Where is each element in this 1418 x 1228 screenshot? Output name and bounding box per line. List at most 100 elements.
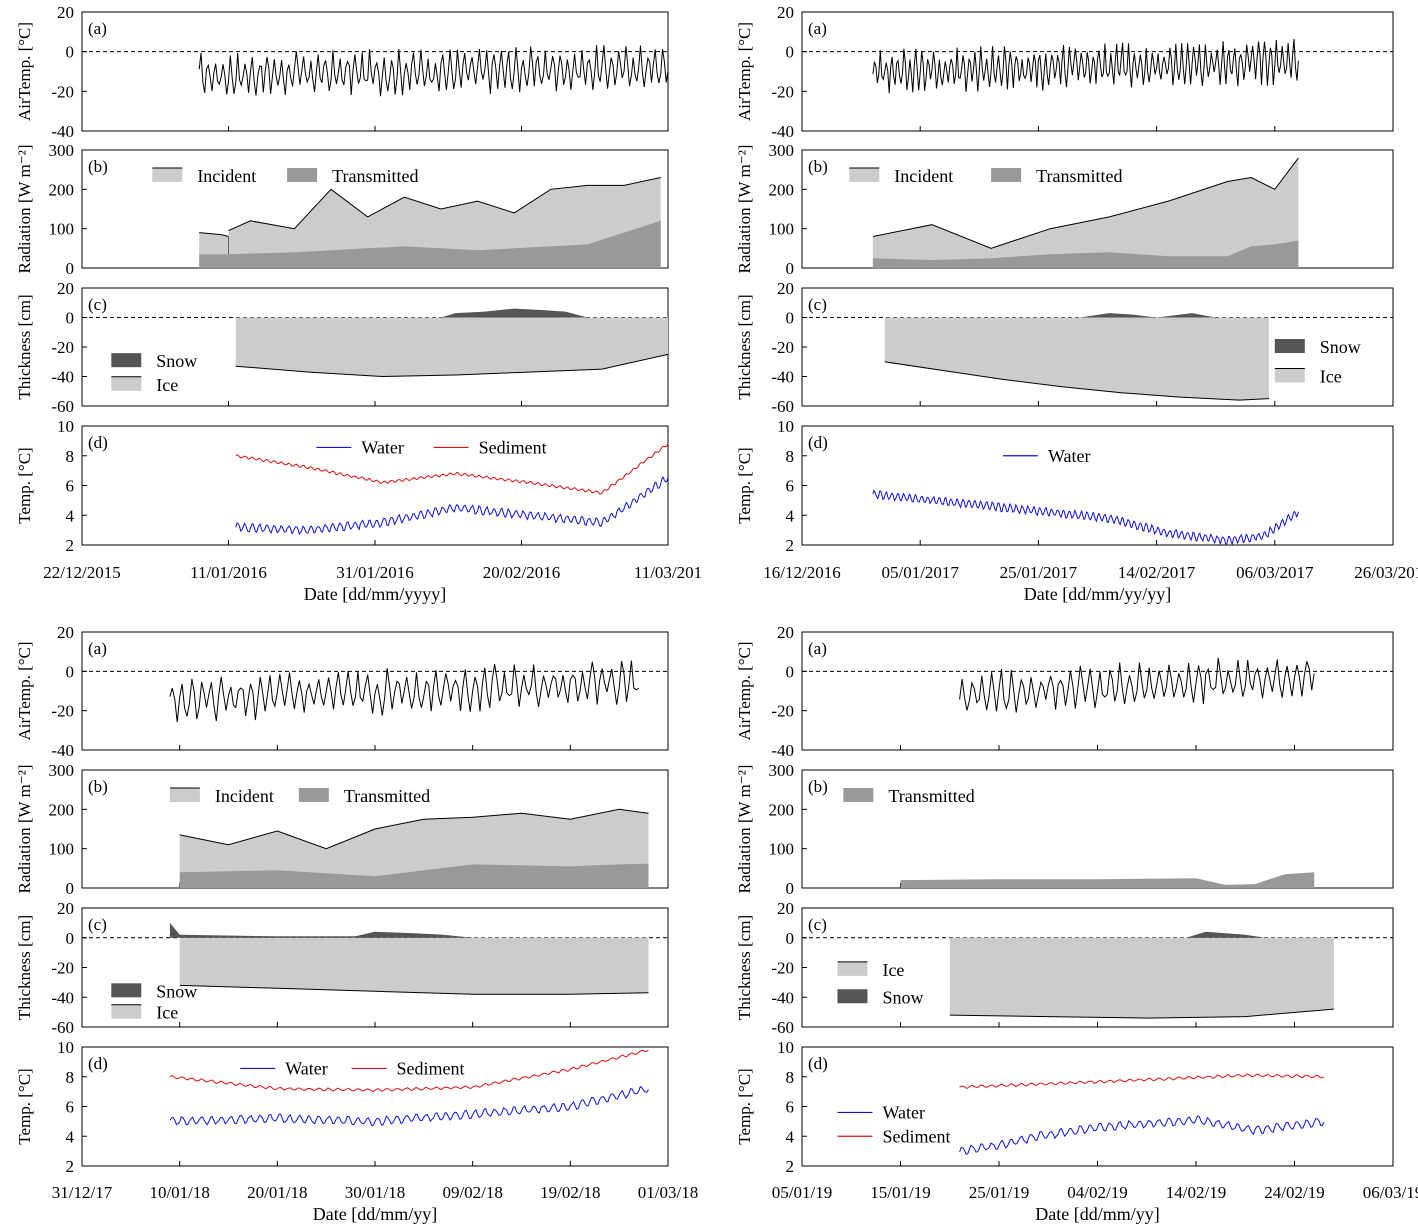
legend-item-incident: Incident <box>152 166 256 186</box>
y-tick-label: 0 <box>786 662 795 681</box>
x-axis-label: Date [dd/mm/yy/yy] <box>1024 584 1171 604</box>
y-tick-label: 300 <box>769 761 795 780</box>
y-tick-label: 20 <box>57 899 74 918</box>
legend-label: Water <box>1048 446 1091 466</box>
panel-tag: (a) <box>88 639 107 658</box>
legend-item-water: Water <box>316 437 404 457</box>
legend-swatch <box>849 167 880 182</box>
panel-tag: (b) <box>88 157 108 176</box>
y-tick-label: 8 <box>66 1068 75 1087</box>
panel-tag: (c) <box>88 295 107 314</box>
y-axis-label: Temp. [°C] <box>15 447 34 523</box>
legend-item-snow: Snow <box>1274 337 1361 357</box>
legend-label: Sediment <box>397 1058 465 1078</box>
y-tick-label: 20 <box>777 279 794 298</box>
y-tick-label: 0 <box>786 309 795 328</box>
y-tick-label: 2 <box>786 1157 795 1176</box>
y-axis-label: AirTemp. [°C] <box>15 22 34 121</box>
x-tick-label: 31/12/17 <box>52 1183 113 1202</box>
edge-incident <box>228 177 661 232</box>
panel-d: 10 8 6 4 2 Temp. [°C] (d) Water <box>735 417 1394 555</box>
legend-label: Transmitted <box>1036 166 1122 186</box>
y-tick-label: 6 <box>66 477 75 496</box>
legend-item-snow: Snow <box>111 981 197 1001</box>
y-tick-label: 0 <box>66 43 75 62</box>
y-tick-label: 20 <box>57 3 74 22</box>
legend-label: Water <box>361 437 404 457</box>
legend-label: Snow <box>1320 337 1361 357</box>
legend-item-ice: Ice <box>837 960 904 980</box>
x-tick-label: 31/01/2016 <box>336 563 413 582</box>
x-tick-label: 16/12/2016 <box>763 563 840 582</box>
y-tick-label: 10 <box>777 1038 794 1057</box>
plot-frame <box>801 11 1394 132</box>
legend-item-sediment: Sediment <box>351 1058 465 1078</box>
legend-swatch <box>111 353 142 368</box>
legend-item-water: Water <box>1002 446 1091 466</box>
y-tick-label: 20 <box>57 623 74 642</box>
edge-incident <box>872 157 1299 249</box>
legend-swatch <box>837 961 868 976</box>
panel-tag: (a) <box>808 19 827 38</box>
x-tick-label: 20/01/18 <box>247 1183 307 1202</box>
legend-swatch <box>152 167 183 182</box>
y-tick-label: -40 <box>51 368 74 387</box>
panel-b: 300 200 100 0 Radiation [W m⁻²] (b) Incident Tr… <box>15 141 669 278</box>
edge-incident <box>179 808 649 850</box>
y-axis-label: Temp. [°C] <box>735 447 754 523</box>
legend-swatch <box>837 989 868 1004</box>
legend-label: Snow <box>156 981 197 1001</box>
legend-item-water: Water <box>837 1102 925 1122</box>
y-axis-label: Thickness [cm] <box>15 294 34 399</box>
panel-c: 20 0 -20 -40 -60 Thickness [cm] (c) Ice Snow <box>735 899 1394 1037</box>
plot-frame <box>81 1046 669 1167</box>
panel-a: 20 0 -20 -40 AirTemp. [°C] (a) <box>735 623 1394 760</box>
legend-item-transmitted: Transmitted <box>298 786 430 806</box>
y-axis-label: Thickness [cm] <box>735 294 754 399</box>
edge-ice <box>235 353 669 378</box>
y-tick-label: 100 <box>769 220 795 239</box>
y-tick-label: 20 <box>777 623 794 642</box>
area-ice <box>235 317 669 377</box>
legend-label: Ice <box>156 375 178 395</box>
legend-label: Sediment <box>479 437 547 457</box>
panel-tag: (d) <box>808 1054 828 1073</box>
area-transmitted <box>872 240 1299 268</box>
series-water <box>872 489 1299 546</box>
area-ice <box>884 317 1269 401</box>
y-tick-label: 200 <box>769 800 795 819</box>
panel-tag: (c) <box>808 295 827 314</box>
y-axis-label: AirTemp. [°C] <box>735 22 754 121</box>
y-tick-label: 4 <box>66 1127 75 1146</box>
y-tick-label: -20 <box>51 82 74 101</box>
series-airtemp <box>198 45 669 97</box>
legend-label: Water <box>882 1102 925 1122</box>
series-water <box>959 1115 1325 1155</box>
y-tick-label: -20 <box>771 959 794 978</box>
legend-label: Ice <box>882 960 904 980</box>
y-tick-label: 200 <box>769 180 795 199</box>
area-transmitted <box>199 254 229 268</box>
y-tick-label: 0 <box>786 259 795 278</box>
panel-d: 10 8 6 4 2 Temp. [°C] (d) Water Sediment <box>735 1038 1394 1176</box>
x-tick-label: 01/03/18 <box>638 1183 698 1202</box>
legend-label: Incident <box>215 786 274 806</box>
y-tick-label: 20 <box>777 3 794 22</box>
legend-label: Snow <box>156 351 197 371</box>
x-tick-label: 06/03/19 <box>1363 1183 1418 1202</box>
y-axis-label: Radiation [W m⁻²] <box>735 145 754 274</box>
legend-label: Transmitted <box>332 166 418 186</box>
y-tick-label: 6 <box>786 477 795 496</box>
series-water <box>235 476 669 536</box>
legend-item-incident: Incident <box>849 166 953 186</box>
legend-label: Transmitted <box>344 786 430 806</box>
y-tick-label: 8 <box>66 447 75 466</box>
y-tick-label: 6 <box>66 1098 75 1117</box>
x-tick-label: 22/12/2015 <box>43 563 120 582</box>
y-axis-label: AirTemp. [°C] <box>735 641 754 740</box>
panel-c: 20 0 -20 -40 -60 Thickness [cm] (c) Snow Ice <box>735 279 1394 416</box>
legend-item-ice: Ice <box>1274 367 1342 387</box>
y-tick-label: 10 <box>57 1038 74 1057</box>
